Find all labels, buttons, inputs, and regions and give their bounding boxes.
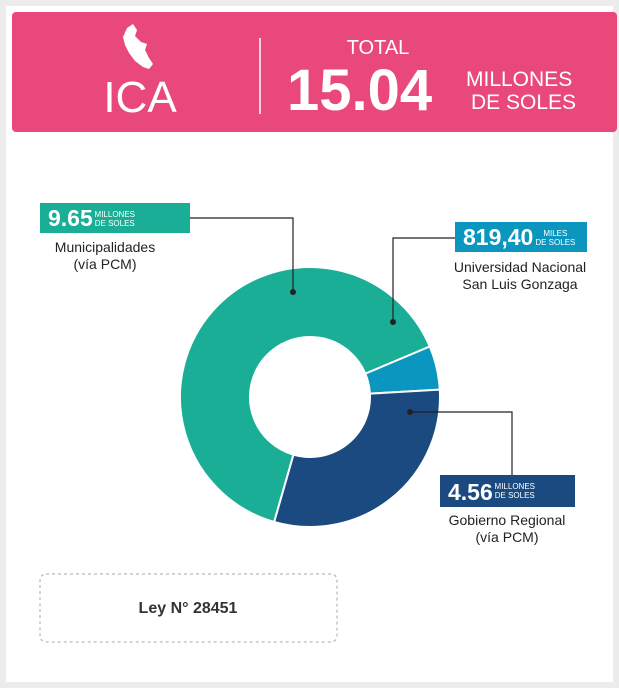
unit-label: DE SOLES bbox=[95, 219, 135, 228]
unit-label: DE SOLES bbox=[535, 238, 575, 247]
leader-dot bbox=[390, 319, 396, 325]
total-value: 15.04 bbox=[287, 58, 432, 123]
category-label: (vía PCM) bbox=[74, 256, 137, 272]
value-box bbox=[455, 222, 587, 252]
leader-line bbox=[392, 237, 455, 322]
value-label: 819,40 bbox=[463, 224, 533, 250]
header-box bbox=[12, 12, 617, 132]
category-label: Gobierno Regional bbox=[449, 512, 566, 528]
total-label: TOTAL bbox=[347, 37, 410, 59]
value-label: 9.65 bbox=[48, 205, 93, 231]
slice bbox=[272, 388, 441, 528]
leader-line bbox=[190, 217, 294, 292]
unit-label: DE SOLES bbox=[495, 491, 535, 500]
leader-dot bbox=[407, 409, 413, 415]
value-box bbox=[40, 203, 190, 233]
leader-dot bbox=[290, 289, 296, 295]
category-label: Universidad Nacional bbox=[454, 259, 586, 275]
law-label: Ley N° 28451 bbox=[139, 600, 238, 617]
map-icon bbox=[123, 24, 153, 69]
unit-label: MILLONES bbox=[95, 210, 135, 219]
unit-label: MILES bbox=[543, 229, 567, 238]
category-label: San Luis Gonzaga bbox=[462, 276, 577, 292]
unit-label: MILLONES bbox=[495, 482, 535, 491]
value-label: 4.56 bbox=[448, 479, 493, 505]
slice bbox=[179, 266, 432, 524]
category-label: (vía PCM) bbox=[476, 529, 539, 545]
total-unit: MILLONES bbox=[466, 68, 572, 91]
total-unit: DE SOLES bbox=[471, 91, 576, 114]
leader-line bbox=[410, 411, 513, 475]
value-box bbox=[440, 475, 575, 507]
region-name: ICA bbox=[103, 73, 177, 122]
category-label: Municipalidades bbox=[55, 239, 155, 255]
